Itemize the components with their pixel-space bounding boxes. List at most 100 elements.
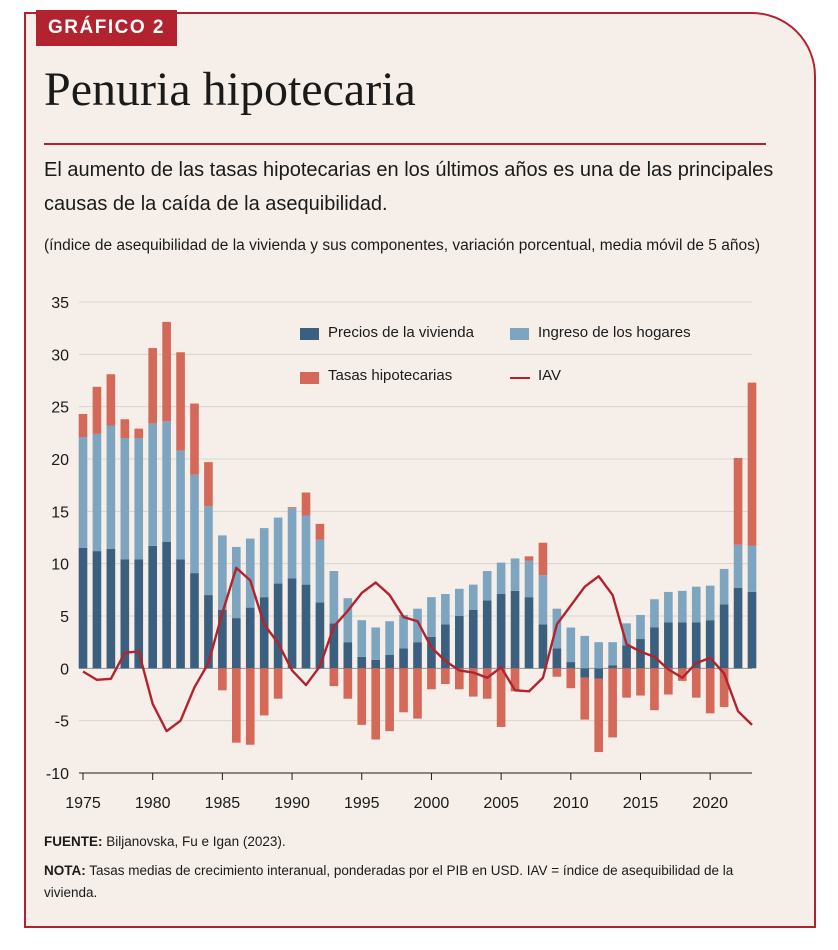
bar-prices <box>733 587 743 669</box>
y-tick-label: 20 <box>51 452 69 469</box>
x-tick-label: 2020 <box>692 795 728 812</box>
bar-prices <box>385 654 394 669</box>
bar-prices <box>399 648 408 669</box>
bar-rates <box>204 462 213 507</box>
bar-income <box>705 585 715 621</box>
figure-badge: GRÁFICO 2 <box>36 10 177 46</box>
bar-prices <box>552 648 562 669</box>
bar-prices <box>677 622 687 669</box>
bar-rates <box>176 352 185 451</box>
y-tick-label: -5 <box>55 714 69 731</box>
legend-label-rates: Tasas hipotecarias <box>328 367 453 384</box>
y-tick-label: 15 <box>51 504 69 521</box>
chart-source: FUENTE: Biljanovska, Fu e Igan (2023). <box>44 834 286 849</box>
bars <box>78 321 757 753</box>
bar-income <box>134 438 144 560</box>
bar-prices <box>454 616 464 669</box>
bar-income <box>148 423 158 546</box>
bar-income <box>190 474 199 574</box>
bar-rates <box>454 668 464 690</box>
y-tick-label: -10 <box>46 766 69 783</box>
bar-rates <box>287 507 297 509</box>
y-tick-label: 10 <box>51 557 69 574</box>
bar-prices <box>691 622 701 669</box>
bar-income <box>106 425 116 550</box>
x-tick-label: 1985 <box>205 795 241 812</box>
x-tick-label: 2000 <box>414 795 450 812</box>
bar-prices <box>538 624 548 669</box>
bar-prices <box>162 541 171 669</box>
bar-prices <box>580 668 590 678</box>
bar-rates <box>78 413 88 438</box>
bar-prices <box>427 636 436 669</box>
bar-rates <box>148 348 158 424</box>
bar-prices <box>134 559 144 669</box>
bar-income <box>427 597 436 637</box>
bar-prices <box>343 642 353 669</box>
bar-income <box>385 621 394 655</box>
x-tick-label: 1995 <box>344 795 380 812</box>
bar-income <box>273 517 283 584</box>
bar-rates <box>566 668 576 689</box>
bar-prices <box>204 595 213 669</box>
bar-rates <box>399 668 408 713</box>
bar-income <box>218 535 227 610</box>
bar-rates <box>677 668 687 681</box>
bar-income <box>315 539 325 603</box>
bar-income <box>538 575 548 625</box>
bar-income <box>343 598 353 643</box>
x-tick-label: 2015 <box>623 795 659 812</box>
bar-prices <box>719 604 729 669</box>
y-tick-label: 5 <box>60 609 69 626</box>
bar-rates <box>705 668 715 714</box>
bar-rates <box>343 668 353 699</box>
bar-rates <box>733 457 743 545</box>
bar-income <box>259 528 269 598</box>
bar-rates <box>106 374 116 426</box>
y-tick-label: 25 <box>51 400 69 417</box>
bar-income <box>510 558 520 591</box>
bar-income <box>719 568 729 605</box>
bar-income <box>677 590 687 623</box>
bar-prices <box>231 618 241 669</box>
bar-rates <box>190 403 199 475</box>
bar-rates <box>691 668 701 698</box>
bar-income <box>622 623 631 646</box>
bar-prices <box>273 583 283 669</box>
legend-swatch-rates <box>300 372 319 384</box>
bar-income <box>371 627 381 660</box>
x-tick-label: 1980 <box>135 795 171 812</box>
bar-prices <box>594 668 604 679</box>
bar-prices <box>371 659 381 669</box>
bar-income <box>608 642 617 666</box>
bar-rates <box>580 677 590 720</box>
bar-income <box>399 614 408 649</box>
bar-prices <box>287 578 297 669</box>
bar-income <box>454 588 464 616</box>
bar-prices <box>120 559 130 669</box>
legend-swatch-prices <box>300 328 319 340</box>
title-divider <box>44 143 766 145</box>
chart-note: NOTA: Tasas medias de crecimiento intera… <box>44 860 784 904</box>
bar-rates <box>218 668 227 691</box>
bar-income <box>566 627 576 663</box>
x-tick-label: 1990 <box>274 795 310 812</box>
source-label: FUENTE: <box>44 834 103 849</box>
bar-income <box>231 546 241 619</box>
bar-rates <box>231 668 241 743</box>
bar-rates <box>259 668 269 716</box>
bar-income <box>664 591 673 623</box>
bar-prices <box>650 627 659 669</box>
bar-rates <box>92 386 102 434</box>
bar-income <box>496 562 506 595</box>
bar-income <box>92 433 102 552</box>
note-label: NOTA: <box>44 863 86 878</box>
bar-income <box>636 614 645 640</box>
legend-label-prices: Precios de la vivienda <box>328 324 474 341</box>
bar-rates <box>385 668 394 732</box>
bar-rates <box>468 668 478 697</box>
bar-rates <box>120 419 130 439</box>
bar-income <box>204 506 213 596</box>
bar-prices <box>496 594 506 669</box>
